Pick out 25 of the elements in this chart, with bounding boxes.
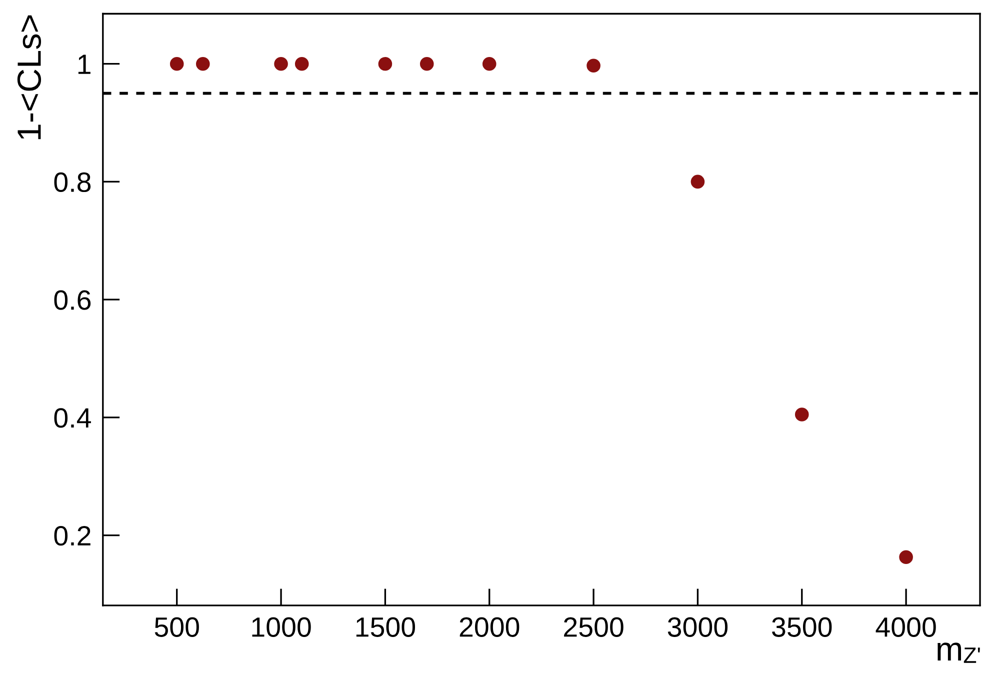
point — [170, 56, 184, 71]
point — [586, 58, 600, 73]
x-tick-label: 2000 — [460, 617, 520, 637]
y-tick-label: 1 — [78, 54, 90, 74]
point — [378, 56, 392, 71]
point — [294, 56, 309, 71]
x-tick-label: 1500 — [356, 617, 416, 637]
x-tick-label: 3000 — [668, 617, 728, 637]
point — [794, 408, 809, 422]
point — [274, 56, 288, 71]
point — [196, 56, 210, 71]
x-tick-label: 4000 — [876, 617, 936, 637]
point — [420, 56, 434, 71]
x-tick-label: 1000 — [252, 617, 311, 637]
y-axis-title: 1-<CLs> — [17, 15, 42, 140]
y-tick-label: 0.4 — [54, 408, 91, 428]
point — [899, 550, 913, 564]
y-tick-label: 0.2 — [54, 526, 90, 546]
point — [482, 56, 496, 71]
y-tick-label: 0.8 — [54, 172, 91, 192]
x-tick-label: 3500 — [772, 617, 832, 637]
x-tick-label: 2500 — [564, 617, 624, 637]
y-tick-label: 0.6 — [54, 290, 91, 310]
point — [690, 174, 705, 189]
x-tick-label: 500 — [154, 617, 199, 637]
